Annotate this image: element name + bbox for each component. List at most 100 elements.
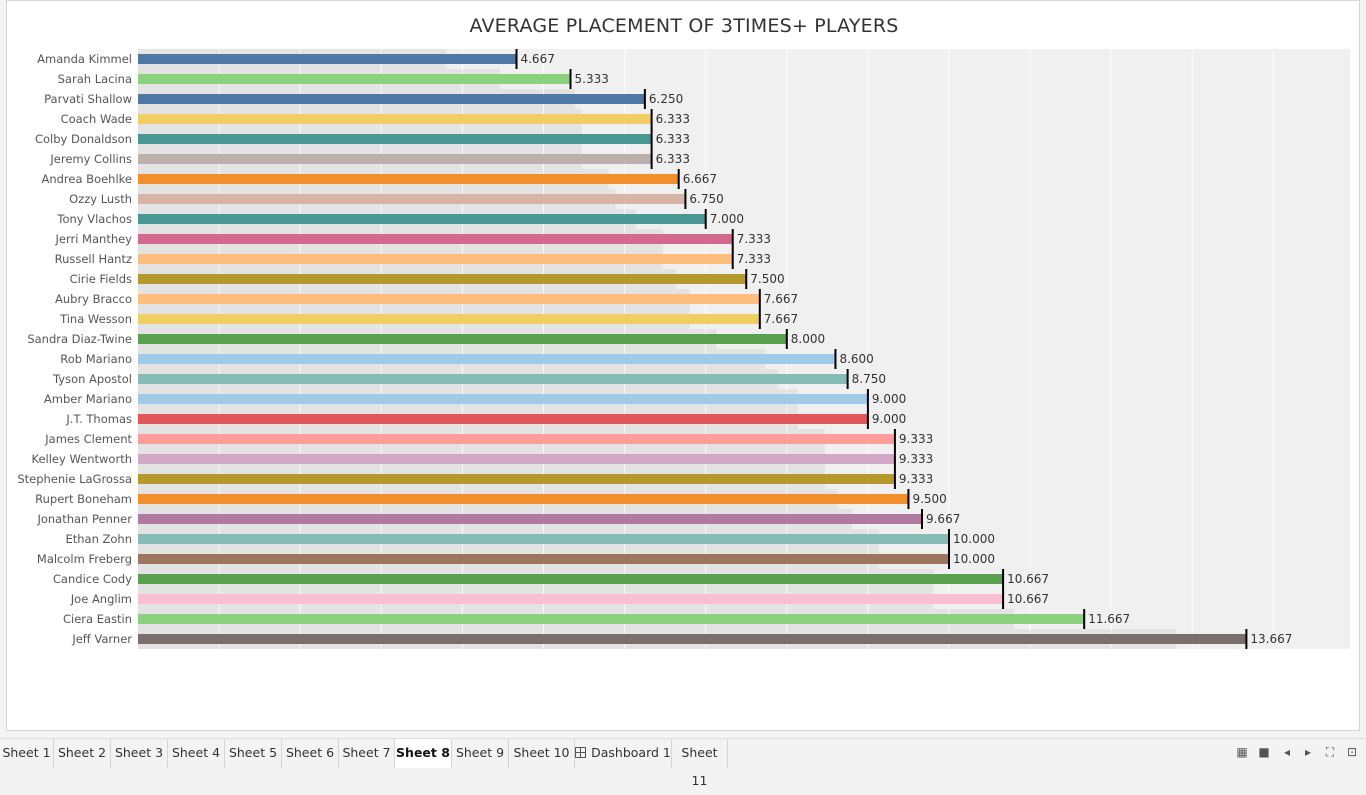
tab-sheet-11[interactable]: Sheet 11 bbox=[672, 739, 728, 788]
bar bbox=[138, 74, 571, 84]
bar bbox=[138, 134, 652, 144]
scroll-right-icon[interactable]: ▸ bbox=[1304, 745, 1312, 759]
bar bbox=[138, 94, 645, 104]
category-label: Russell Hantz bbox=[55, 252, 132, 266]
category-label: Parvati Shallow bbox=[44, 92, 132, 106]
bar bbox=[138, 414, 868, 424]
bar bbox=[138, 314, 760, 324]
value-label: 7.333 bbox=[737, 252, 771, 266]
value-label: 7.667 bbox=[764, 312, 798, 326]
category-label: Rob Mariano bbox=[60, 352, 132, 366]
fullscreen-icon[interactable]: ⛶ bbox=[1325, 745, 1335, 759]
value-label: 5.333 bbox=[575, 72, 609, 86]
tab-sheet-5[interactable]: Sheet 5 bbox=[225, 739, 282, 768]
bar bbox=[138, 514, 922, 524]
tab-label: Sheet 1 bbox=[2, 745, 51, 760]
category-label: James Clement bbox=[44, 432, 132, 446]
value-label: 13.667 bbox=[1250, 632, 1292, 646]
bar bbox=[138, 614, 1085, 624]
bar bbox=[138, 194, 686, 204]
filmstrip-view-icon[interactable]: ■ bbox=[1258, 745, 1270, 759]
category-label: Ciera Eastin bbox=[63, 612, 132, 626]
category-label: Aubry Bracco bbox=[55, 292, 132, 306]
category-label: J.T. Thomas bbox=[65, 412, 132, 426]
bar bbox=[138, 374, 848, 384]
bar bbox=[138, 254, 733, 264]
value-label: 9.000 bbox=[872, 412, 906, 426]
bar bbox=[138, 114, 652, 124]
tab-label: Sheet 9 bbox=[455, 745, 505, 760]
worksheet-area: AVERAGE PLACEMENT OF 3TIMES+ PLAYERS Ama… bbox=[6, 0, 1360, 731]
value-label: 8.600 bbox=[839, 352, 873, 366]
bar bbox=[138, 214, 706, 224]
value-label: 4.667 bbox=[520, 52, 554, 66]
category-label: Tyson Apostol bbox=[52, 372, 132, 386]
presentation-mode-icon[interactable]: ⊡ bbox=[1346, 745, 1358, 759]
tab-sheet-1[interactable]: Sheet 1 bbox=[0, 739, 54, 768]
bar bbox=[138, 554, 949, 564]
bar bbox=[138, 534, 949, 544]
sheet-tab-bar: Sheet 1 Sheet 2 Sheet 3 Sheet 4 Sheet 5 Sheet… bbox=[0, 738, 1366, 788]
value-label: 6.667 bbox=[683, 172, 717, 186]
tab-label: Sheet 2 bbox=[57, 745, 107, 760]
value-label: 8.000 bbox=[791, 332, 825, 346]
tab-label: Sheet 5 bbox=[228, 745, 278, 760]
dashboard-icon bbox=[575, 747, 587, 758]
category-label: Malcolm Freberg bbox=[37, 552, 132, 566]
tab-label: Sheet 6 bbox=[285, 745, 335, 760]
value-label: 7.333 bbox=[737, 232, 771, 246]
bar bbox=[138, 174, 679, 184]
bar bbox=[138, 294, 760, 304]
category-label: Jerri Manthey bbox=[54, 232, 132, 246]
category-label: Jeff Varner bbox=[71, 632, 132, 646]
value-label: 7.500 bbox=[750, 272, 784, 286]
grid-view-icon[interactable]: ▦ bbox=[1236, 745, 1248, 759]
category-label: Cirie Fields bbox=[70, 272, 132, 286]
bar-chart: Amanda Kimmel 4.667 Sarah Lacina 5.333 Parva… bbox=[17, 49, 1350, 649]
value-label: 9.333 bbox=[899, 432, 933, 446]
tab-sheet-2[interactable]: Sheet 2 bbox=[54, 739, 111, 768]
value-label: 9.333 bbox=[899, 452, 933, 466]
category-label: Coach Wade bbox=[61, 112, 132, 126]
tab-dashboard-1[interactable]: Dashboard 1 bbox=[575, 739, 672, 768]
value-label: 6.333 bbox=[656, 112, 690, 126]
category-label: Kelley Wentworth bbox=[31, 452, 132, 466]
category-label: Jonathan Penner bbox=[36, 512, 132, 526]
tab-label: Dashboard 1 bbox=[591, 745, 671, 760]
category-label: Sandra Diaz-Twine bbox=[27, 332, 132, 346]
tab-sheet-8[interactable]: Sheet 8 bbox=[395, 739, 452, 768]
tab-sheet-4[interactable]: Sheet 4 bbox=[168, 739, 225, 768]
category-label: Colby Donaldson bbox=[35, 132, 132, 146]
bar bbox=[138, 574, 1004, 584]
tab-label: Sheet 4 bbox=[171, 745, 221, 760]
value-label: 8.750 bbox=[852, 372, 886, 386]
value-label: 10.000 bbox=[953, 532, 995, 546]
value-label: 10.667 bbox=[1007, 572, 1049, 586]
value-label: 10.667 bbox=[1007, 592, 1049, 606]
tab-sheet-3[interactable]: Sheet 3 bbox=[111, 739, 168, 768]
category-label: Rupert Boneham bbox=[35, 492, 132, 506]
bar bbox=[138, 454, 895, 464]
scroll-left-icon[interactable]: ◂ bbox=[1283, 745, 1291, 759]
tab-label: Sheet 10 bbox=[513, 745, 570, 760]
category-label: Amanda Kimmel bbox=[37, 52, 132, 66]
bar bbox=[138, 434, 895, 444]
value-label: 9.333 bbox=[899, 472, 933, 486]
bar bbox=[138, 234, 733, 244]
tab-sheet-6[interactable]: Sheet 6 bbox=[282, 739, 339, 768]
value-label: 6.750 bbox=[689, 192, 723, 206]
category-label: Joe Anglim bbox=[70, 592, 132, 606]
bar bbox=[138, 354, 836, 364]
category-label: Tina Wesson bbox=[59, 312, 132, 326]
tab-sheet-7[interactable]: Sheet 7 bbox=[339, 739, 395, 768]
tab-sheet-10[interactable]: Sheet 10 bbox=[509, 739, 575, 768]
value-label: 6.333 bbox=[656, 132, 690, 146]
value-label: 9.000 bbox=[872, 392, 906, 406]
tab-sheet-9[interactable]: Sheet 9 bbox=[452, 739, 509, 768]
category-label: Andrea Boehlke bbox=[41, 172, 132, 186]
category-label: Stephenie LaGrossa bbox=[17, 472, 132, 486]
bar bbox=[138, 274, 747, 284]
bar bbox=[138, 494, 909, 504]
category-label: Ethan Zohn bbox=[65, 532, 132, 546]
bar bbox=[138, 394, 868, 404]
